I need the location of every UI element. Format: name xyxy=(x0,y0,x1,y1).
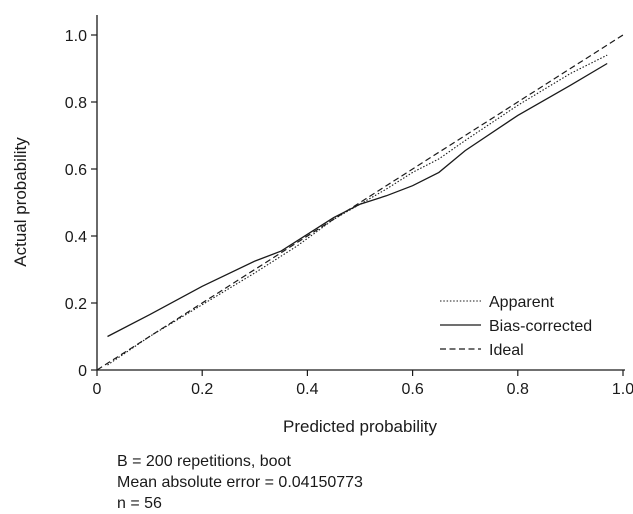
model-summary: B = 200 repetitions, boot Mean absolute … xyxy=(117,451,363,514)
x-tick-label: 0.4 xyxy=(296,381,318,398)
legend-label: Ideal xyxy=(489,342,524,359)
y-tick-label: 0 xyxy=(78,363,87,380)
x-tick-label: 0.8 xyxy=(507,381,529,398)
y-tick-label: 1.0 xyxy=(65,28,87,45)
legend: Apparent Bias-corrected Ideal xyxy=(440,294,592,359)
x-tick-label: 0.2 xyxy=(191,381,213,398)
x-axis-title: Predicted probability xyxy=(283,417,438,436)
mean-absolute-error-text: Mean absolute error = 0.04150773 xyxy=(117,474,363,491)
y-tick-label: 0.4 xyxy=(65,229,87,246)
series-layer xyxy=(96,34,624,371)
x-tick-label: 0 xyxy=(93,381,102,398)
y-tick-label: 0.6 xyxy=(65,162,87,179)
sample-size-text: n = 56 xyxy=(117,495,162,512)
axes: 0 0.2 0.4 0.6 0.8 1.0 0 0.2 0.4 0.6 0.8 1.0 xyxy=(65,15,633,398)
calibration-chart: 0 0.2 0.4 0.6 0.8 1.0 0 0.2 0.4 0.6 0.8 1.0 Apparen… xyxy=(11,15,633,436)
repetitions-text: B = 200 repetitions, boot xyxy=(117,453,291,470)
series-line-apparent xyxy=(107,54,608,366)
y-tick-label: 0.8 xyxy=(65,95,87,112)
y-tick-label: 0.2 xyxy=(65,296,87,313)
legend-label: Apparent xyxy=(489,294,554,311)
x-tick-label: 1.0 xyxy=(612,381,633,398)
x-tick-label: 0.6 xyxy=(401,381,423,398)
series-line-bias-corrected xyxy=(107,62,608,338)
legend-label: Bias-corrected xyxy=(489,318,592,335)
y-axis-title: Actual probability xyxy=(11,137,30,267)
